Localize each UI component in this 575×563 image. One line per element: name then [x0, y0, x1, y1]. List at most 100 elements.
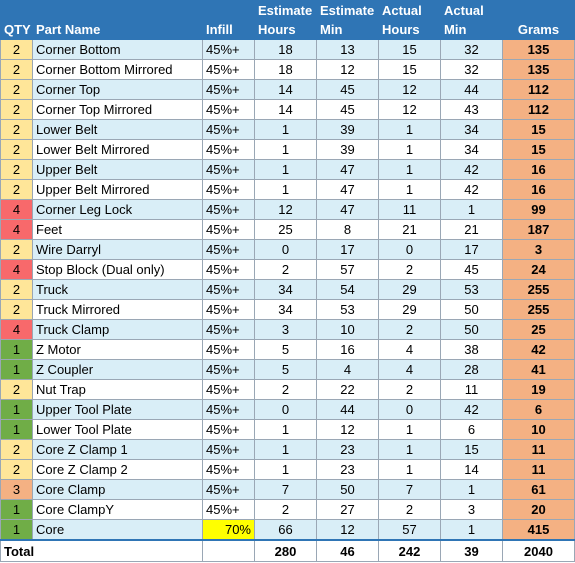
act-hours-cell: 1: [378, 159, 441, 180]
est-hours-cell: 1: [254, 179, 317, 200]
grams-cell: 3: [502, 239, 575, 260]
header-est-min-top: Estimate: [316, 0, 379, 20]
est-hours-cell: 2: [254, 499, 317, 520]
table-row: 2 Lower Belt 45%+ 1 39 1 34 15: [0, 119, 575, 140]
act-min-cell: 34: [440, 119, 503, 140]
est-hours-cell: 5: [254, 339, 317, 360]
table-row: 2 Core Z Clamp 1 45%+ 1 23 1 15 11: [0, 439, 575, 460]
qty-cell: 1: [0, 339, 33, 360]
total-est-hours: 280: [254, 539, 317, 562]
est-hours-cell: 14: [254, 99, 317, 120]
grams-cell: 135: [502, 39, 575, 60]
est-min-cell: 13: [316, 39, 379, 60]
act-hours-cell: 29: [378, 299, 441, 320]
est-min-cell: 57: [316, 259, 379, 280]
part-name-cell: Truck Mirrored: [32, 299, 203, 320]
part-name-cell: Truck Clamp: [32, 319, 203, 340]
qty-cell: 2: [0, 459, 33, 480]
table-row: 4 Stop Block (Dual only) 45%+ 2 57 2 45 24: [0, 259, 575, 280]
infill-cell: 45%+: [202, 439, 255, 460]
act-min-cell: 53: [440, 279, 503, 300]
header-act-hours-top: Actual: [378, 0, 441, 20]
est-hours-cell: 1: [254, 459, 317, 480]
grams-cell: 187: [502, 219, 575, 240]
est-hours-cell: 2: [254, 259, 317, 280]
act-hours-cell: 2: [378, 259, 441, 280]
table-row: 2 Corner Top 45%+ 14 45 12 44 112: [0, 79, 575, 100]
act-min-cell: 42: [440, 179, 503, 200]
part-name-cell: Core ClampY: [32, 499, 203, 520]
part-name-cell: Lower Belt: [32, 119, 203, 140]
qty-cell: 1: [0, 359, 33, 380]
total-label: Total: [0, 539, 203, 562]
est-hours-cell: 25: [254, 219, 317, 240]
grams-cell: 11: [502, 439, 575, 460]
est-min-cell: 23: [316, 439, 379, 460]
qty-cell: 4: [0, 219, 33, 240]
act-hours-cell: 15: [378, 59, 441, 80]
act-hours-cell: 29: [378, 279, 441, 300]
est-min-cell: 10: [316, 319, 379, 340]
qty-cell: 2: [0, 119, 33, 140]
table-row: 4 Corner Leg Lock 45%+ 12 47 11 1 99: [0, 199, 575, 220]
act-hours-cell: 1: [378, 139, 441, 160]
infill-cell: 45%+: [202, 499, 255, 520]
infill-cell: 70%: [202, 519, 255, 541]
grams-cell: 255: [502, 299, 575, 320]
grams-cell: 11: [502, 459, 575, 480]
part-name-cell: Corner Top: [32, 79, 203, 100]
infill-cell: 45%+: [202, 159, 255, 180]
est-hours-cell: 0: [254, 239, 317, 260]
act-min-cell: 32: [440, 39, 503, 60]
grams-cell: 99: [502, 199, 575, 220]
est-hours-cell: 0: [254, 399, 317, 420]
grams-cell: 112: [502, 79, 575, 100]
qty-cell: 1: [0, 499, 33, 520]
est-hours-cell: 14: [254, 79, 317, 100]
est-hours-cell: 1: [254, 119, 317, 140]
header-grams: Grams: [502, 20, 575, 40]
act-hours-cell: 2: [378, 379, 441, 400]
act-hours-cell: 12: [378, 99, 441, 120]
act-hours-cell: 2: [378, 499, 441, 520]
table-row: 2 Corner Bottom Mirrored 45%+ 18 12 15 32 135: [0, 59, 575, 80]
est-min-cell: 12: [316, 419, 379, 440]
est-hours-cell: 1: [254, 139, 317, 160]
infill-cell: 45%+: [202, 119, 255, 140]
total-row: Total 280 46 242 39 2040: [0, 539, 575, 562]
act-hours-cell: 1: [378, 419, 441, 440]
act-hours-cell: 0: [378, 239, 441, 260]
infill-cell: 45%+: [202, 279, 255, 300]
part-name-cell: Stop Block (Dual only): [32, 259, 203, 280]
table-row: 2 Lower Belt Mirrored 45%+ 1 39 1 34 15: [0, 139, 575, 160]
grams-cell: 15: [502, 139, 575, 160]
est-hours-cell: 12: [254, 199, 317, 220]
part-name-cell: Corner Bottom: [32, 39, 203, 60]
part-name-cell: Lower Belt Mirrored: [32, 139, 203, 160]
table-row: 1 Lower Tool Plate 45%+ 1 12 1 6 10: [0, 419, 575, 440]
act-min-cell: 1: [440, 199, 503, 220]
qty-cell: 2: [0, 79, 33, 100]
act-min-cell: 50: [440, 319, 503, 340]
act-hours-cell: 1: [378, 119, 441, 140]
header-row-bottom: QTY Part Name Infill Hours Min Hours Min…: [0, 20, 575, 40]
table-row: 1 Core ClampY 45%+ 2 27 2 3 20: [0, 499, 575, 520]
infill-cell: 45%+: [202, 459, 255, 480]
part-name-cell: Z Motor: [32, 339, 203, 360]
qty-cell: 2: [0, 279, 33, 300]
total-grams: 2040: [502, 539, 575, 562]
est-hours-cell: 18: [254, 59, 317, 80]
act-min-cell: 28: [440, 359, 503, 380]
est-min-cell: 8: [316, 219, 379, 240]
act-hours-cell: 1: [378, 439, 441, 460]
total-est-min: 46: [316, 539, 379, 562]
act-hours-cell: 15: [378, 39, 441, 60]
act-hours-cell: 21: [378, 219, 441, 240]
infill-cell: 45%+: [202, 479, 255, 500]
est-min-cell: 39: [316, 119, 379, 140]
table-row: 3 Core Clamp 45%+ 7 50 7 1 61: [0, 479, 575, 500]
qty-cell: 2: [0, 59, 33, 80]
infill-cell: 45%+: [202, 199, 255, 220]
